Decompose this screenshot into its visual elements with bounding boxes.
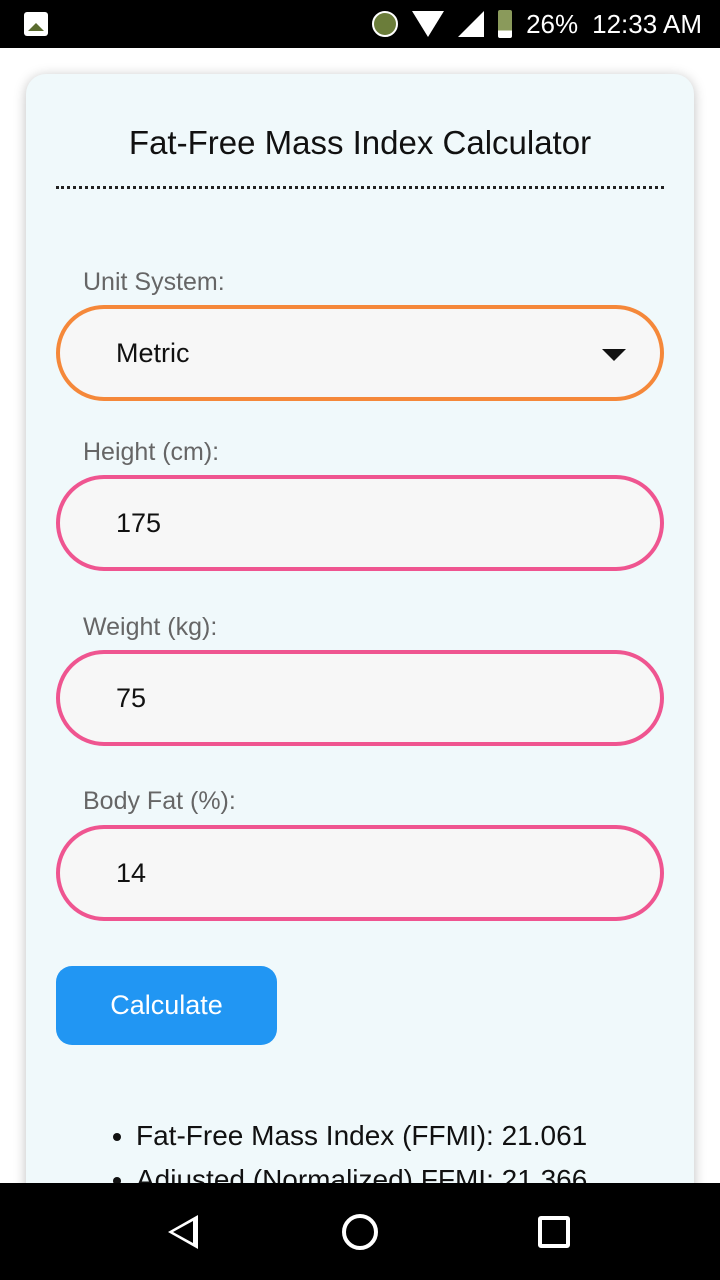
recents-icon[interactable]	[538, 1216, 570, 1248]
unit-system-select[interactable]: Metric	[56, 305, 664, 401]
height-input[interactable]: 175	[56, 475, 664, 571]
weight-label: Weight (kg):	[83, 613, 218, 641]
body-fat-input[interactable]: 14	[56, 825, 664, 921]
battery-icon	[498, 10, 513, 38]
navigation-bar	[0, 1183, 720, 1280]
calculator-card: Fat-Free Mass Index Calculator Unit Syst…	[26, 74, 694, 1183]
page: Fat-Free Mass Index Calculator Unit Syst…	[0, 48, 720, 1183]
unit-system-value: Metric	[116, 337, 190, 368]
calculate-button[interactable]: Calculate	[56, 966, 277, 1045]
results-list: Fat-Free Mass Index (FFMI): 21.061 Adjus…	[136, 1114, 587, 1183]
height-value: 175	[116, 507, 162, 538]
result-adjusted-ffmi: Adjusted (Normalized) FFMI: 21.366	[136, 1158, 587, 1183]
weight-input[interactable]: 75	[56, 650, 664, 746]
page-title: Fat-Free Mass Index Calculator	[128, 124, 592, 161]
body-fat-label: Body Fat (%):	[83, 787, 236, 815]
chevron-down-icon	[602, 349, 626, 361]
height-label: Height (cm):	[83, 438, 220, 466]
image-icon	[24, 12, 48, 36]
weight-value: 75	[116, 682, 147, 713]
divider	[56, 186, 664, 189]
wifi-icon	[412, 11, 445, 37]
alarm-icon	[372, 11, 399, 37]
body-fat-value: 14	[116, 857, 147, 888]
home-icon[interactable]	[342, 1214, 378, 1250]
result-ffmi: Fat-Free Mass Index (FFMI): 21.061	[136, 1114, 587, 1158]
signal-icon	[458, 11, 485, 37]
status-bar: 26% 12:33 AM	[0, 0, 720, 48]
battery-percent: 26%	[526, 8, 579, 39]
back-icon[interactable]	[168, 1215, 198, 1249]
unit-system-label: Unit System:	[83, 268, 225, 296]
clock: 12:33 AM	[592, 8, 702, 39]
